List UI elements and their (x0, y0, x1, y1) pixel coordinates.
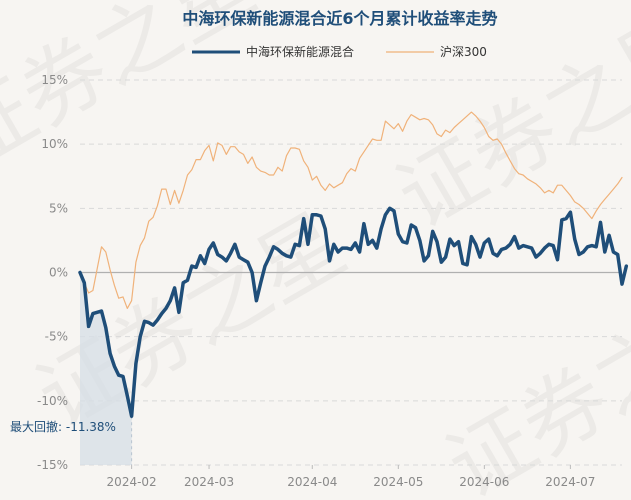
plot-area: -15% -10% -5% 0% 5% 10% 15% 2024-02 2024-03 2024-… (10, 73, 629, 489)
chart-title: 中海环保新能源混合近6个月累计收益率走势 (182, 9, 497, 28)
y-tick-label: 15% (41, 73, 68, 87)
x-tick-label: 2024-03 (184, 475, 234, 489)
x-tick-label: 2024-05 (373, 475, 423, 489)
series-line-index (79, 111, 623, 309)
x-tick-label: 2024-06 (459, 475, 509, 489)
watermark-text-1: 证券之星 (0, 0, 271, 187)
x-tick-label: 2024-07 (545, 475, 595, 489)
y-tick-label: -5% (45, 330, 68, 344)
x-tick-label: 2024-02 (107, 475, 157, 489)
max-drawdown-label: 最大回撤: -11.38% (10, 419, 116, 434)
x-tick-label: 2024-04 (287, 475, 337, 489)
legend-label-index: 沪深300 (440, 45, 487, 59)
legend: 中海环保新能源混合 沪深300 (192, 44, 487, 59)
y-tick-label: 5% (49, 201, 68, 215)
drawdown-area (80, 272, 132, 465)
watermark-text-3: 证券之星 (381, 0, 631, 247)
series-line-fund (78, 206, 629, 418)
y-tick-label: 0% (49, 266, 68, 280)
legend-label-fund: 中海环保新能源混合 (246, 44, 354, 59)
y-tick-label: -15% (37, 458, 68, 472)
y-tick-label: -10% (37, 394, 68, 408)
y-tick-label: 10% (41, 137, 68, 151)
